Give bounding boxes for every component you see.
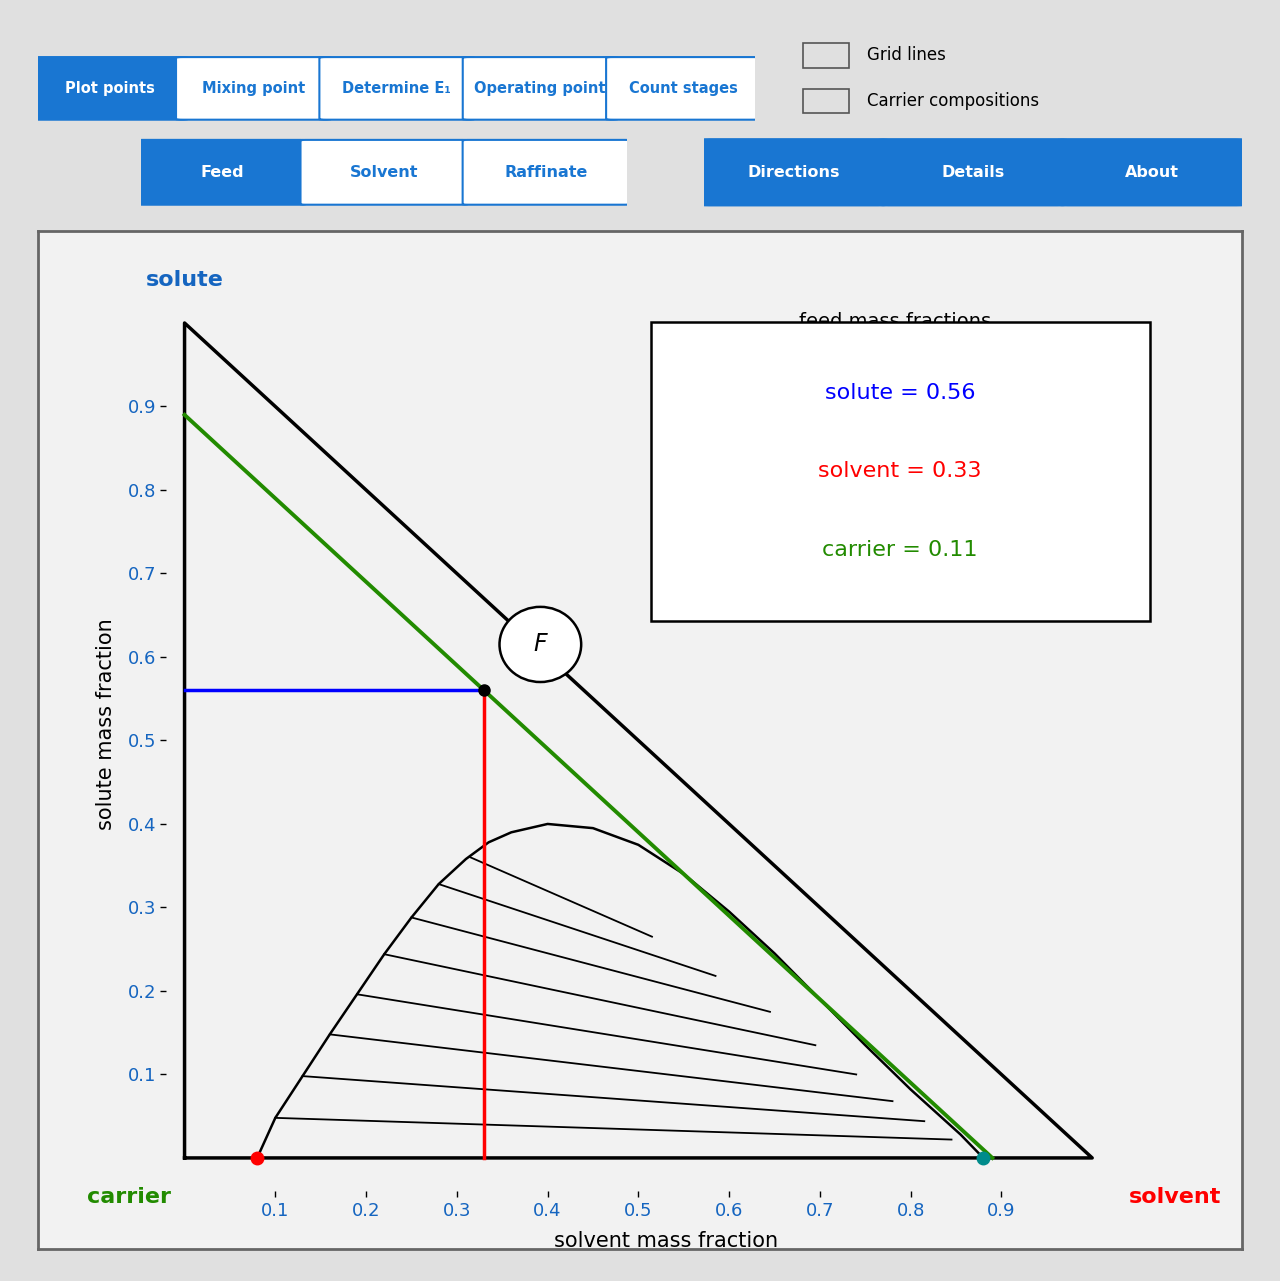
FancyBboxPatch shape bbox=[607, 58, 760, 119]
FancyBboxPatch shape bbox=[1057, 140, 1247, 205]
FancyBboxPatch shape bbox=[463, 58, 617, 119]
Text: About: About bbox=[1125, 165, 1179, 179]
Circle shape bbox=[499, 607, 581, 681]
Text: Plot points: Plot points bbox=[65, 81, 155, 96]
Text: Carrier compositions: Carrier compositions bbox=[868, 92, 1039, 110]
Text: Grid lines: Grid lines bbox=[868, 46, 946, 64]
Text: Solvent: Solvent bbox=[349, 165, 419, 179]
Text: Determine E₁: Determine E₁ bbox=[342, 81, 452, 96]
Text: solute: solute bbox=[146, 269, 224, 290]
Text: Directions: Directions bbox=[748, 165, 840, 179]
Text: solute = 0.56: solute = 0.56 bbox=[826, 383, 975, 402]
FancyBboxPatch shape bbox=[301, 140, 467, 205]
Text: Mixing point: Mixing point bbox=[202, 81, 305, 96]
Text: carrier: carrier bbox=[87, 1187, 172, 1207]
X-axis label: solvent mass fraction: solvent mass fraction bbox=[553, 1231, 778, 1250]
Text: solvent: solvent bbox=[1129, 1187, 1221, 1207]
Bar bbox=[803, 88, 849, 113]
FancyBboxPatch shape bbox=[177, 58, 330, 119]
Text: feed mass fractions: feed mass fractions bbox=[799, 313, 991, 330]
FancyBboxPatch shape bbox=[320, 58, 474, 119]
FancyBboxPatch shape bbox=[699, 140, 888, 205]
FancyBboxPatch shape bbox=[138, 140, 306, 205]
Text: F: F bbox=[534, 633, 547, 656]
Text: Count stages: Count stages bbox=[628, 81, 739, 96]
FancyBboxPatch shape bbox=[462, 140, 630, 205]
Text: Operating point: Operating point bbox=[475, 81, 605, 96]
FancyBboxPatch shape bbox=[650, 322, 1149, 621]
Text: carrier = 0.11: carrier = 0.11 bbox=[823, 539, 978, 560]
Text: solvent = 0.33: solvent = 0.33 bbox=[818, 461, 982, 482]
Text: Raffinate: Raffinate bbox=[504, 165, 588, 179]
FancyBboxPatch shape bbox=[878, 140, 1068, 205]
Text: Feed: Feed bbox=[200, 165, 243, 179]
Bar bbox=[803, 44, 849, 68]
Y-axis label: solute mass fraction: solute mass fraction bbox=[96, 617, 116, 830]
Text: Details: Details bbox=[941, 165, 1005, 179]
FancyBboxPatch shape bbox=[33, 58, 187, 119]
